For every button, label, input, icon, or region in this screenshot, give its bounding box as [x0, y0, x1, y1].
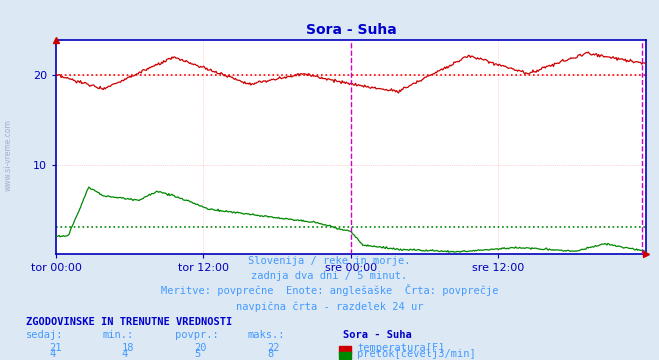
Text: sedaj:: sedaj:: [26, 330, 64, 341]
Text: temperatura[F]: temperatura[F]: [357, 343, 445, 353]
Text: min.:: min.:: [102, 330, 133, 341]
Text: Meritve: povprečne  Enote: anglešaške  Črta: povprečje: Meritve: povprečne Enote: anglešaške Črt…: [161, 284, 498, 297]
Text: 18: 18: [122, 343, 134, 353]
Text: 5: 5: [194, 350, 200, 360]
Text: 22: 22: [267, 343, 279, 353]
Text: 4: 4: [122, 350, 128, 360]
Text: povpr.:: povpr.:: [175, 330, 218, 341]
Text: www.si-vreme.com: www.si-vreme.com: [4, 119, 13, 191]
Text: zadnja dva dni / 5 minut.: zadnja dva dni / 5 minut.: [251, 271, 408, 281]
Text: 4: 4: [49, 350, 55, 360]
Text: maks.:: maks.:: [247, 330, 285, 341]
Title: Sora - Suha: Sora - Suha: [306, 23, 396, 37]
Text: Sora - Suha: Sora - Suha: [343, 330, 411, 341]
Text: 21: 21: [49, 343, 62, 353]
Text: 8: 8: [267, 350, 273, 360]
Text: ZGODOVINSKE IN TRENUTNE VREDNOSTI: ZGODOVINSKE IN TRENUTNE VREDNOSTI: [26, 317, 233, 327]
Text: pretok[čevelj3/min]: pretok[čevelj3/min]: [357, 349, 476, 360]
Text: navpična črta - razdelek 24 ur: navpična črta - razdelek 24 ur: [236, 301, 423, 312]
Text: Slovenija / reke in morje.: Slovenija / reke in morje.: [248, 256, 411, 266]
Text: 20: 20: [194, 343, 207, 353]
